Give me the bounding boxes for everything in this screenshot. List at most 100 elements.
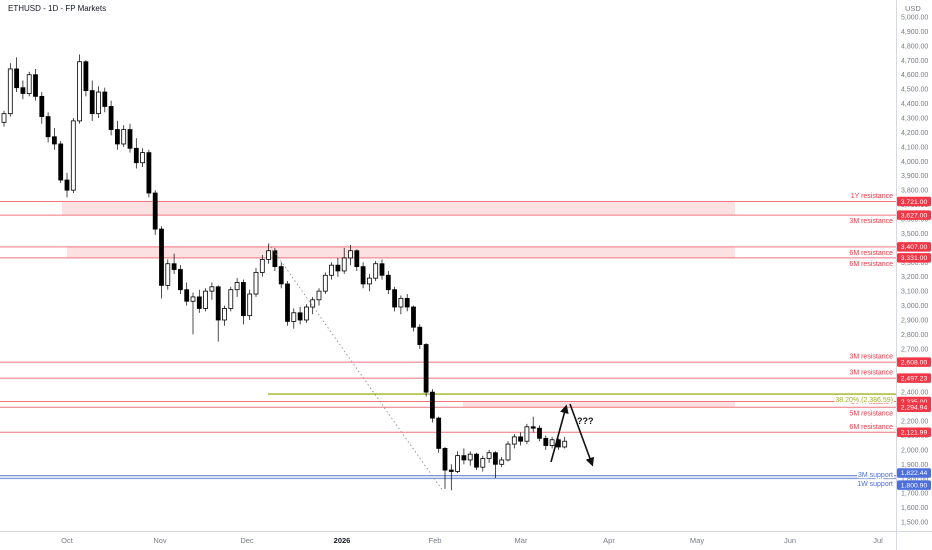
scenario-annotation[interactable]: ???: [550, 403, 595, 467]
down-arrow[interactable]: [569, 403, 595, 467]
price-tick-label: 4,400.00: [901, 101, 928, 108]
price-badge: [897, 468, 931, 478]
candle-body: [159, 228, 164, 286]
candle-body: [140, 152, 146, 164]
candle-body: [442, 448, 448, 471]
candle-body: [492, 452, 498, 465]
question-marks-label: ???: [577, 416, 594, 426]
candle-body: [436, 417, 442, 449]
candle-body: [455, 455, 461, 472]
price-tick-label: 3,100.00: [901, 289, 928, 296]
price-tick-label: 2,200.00: [901, 419, 928, 426]
candle-body: [228, 289, 234, 309]
price-tick-label: 1,800.00: [901, 476, 928, 483]
candle-body: [26, 74, 32, 94]
price-badges-layer: 3,721.00 3,627.00 3,407.00 3,331.00 2,335.00…: [897, 196, 931, 490]
candle-body: [222, 308, 227, 321]
candle-body: [33, 74, 38, 97]
candles-layer: [1, 54, 568, 491]
candle-body: [247, 293, 253, 317]
candle-body: [303, 306, 309, 321]
candle-body: [146, 152, 152, 194]
price-badge: [897, 253, 931, 263]
candle-body: [83, 61, 89, 91]
time-label: Nov: [153, 536, 167, 545]
price-tick-label: 2,700.00: [901, 346, 928, 353]
level-labels-layer: 1Y resistance 3M resistance 6M resistance 6…: [834, 192, 894, 489]
candle-body: [190, 296, 196, 302]
candle-body: [499, 459, 505, 465]
level-label: 6M resistance: [849, 424, 893, 431]
currency-label: USD: [905, 4, 921, 13]
price-badge: [897, 480, 931, 490]
price-badge-value: 3,407.00: [901, 244, 928, 251]
candle-body: [354, 250, 360, 268]
resistance-zone-fill: [62, 201, 735, 216]
candle-body: [77, 61, 82, 122]
price-tick-label: 3,200.00: [901, 274, 928, 281]
candle-body: [203, 290, 209, 309]
support-zone-fill: [0, 475, 896, 479]
level-label: 3M resistance: [849, 218, 893, 225]
up-arrow[interactable]: [550, 404, 569, 463]
candle-body: [14, 68, 20, 89]
candle-body: [385, 274, 391, 291]
price-tick-label: 4,100.00: [901, 144, 928, 151]
time-label: Jul: [873, 536, 883, 545]
candle-body: [518, 436, 523, 442]
candle-body: [259, 258, 265, 273]
candle-body: [1, 113, 7, 123]
time-label: May: [690, 536, 704, 545]
time-axis[interactable]: Oct Nov Dec 2026 Feb Mar Apr May Jun Jul: [61, 536, 883, 545]
price-tick-label: 2,400.00: [901, 390, 928, 397]
price-badge: [897, 242, 931, 252]
candle-body: [474, 453, 479, 468]
price-tick-label: 4,900.00: [901, 29, 928, 36]
price-tick-label: 4,000.00: [901, 159, 928, 166]
candle-body: [278, 266, 284, 285]
candle-body: [562, 440, 568, 448]
price-badge: [897, 357, 931, 367]
candle-body: [480, 458, 486, 468]
candle-body: [58, 143, 64, 181]
candle-body: [348, 250, 353, 259]
candle-body: [360, 266, 366, 285]
price-badge-value: 2,294.94: [901, 405, 928, 412]
level-label: 6M resistance: [849, 261, 893, 268]
price-badge-value: 2,497.23: [901, 375, 928, 382]
time-label: Jun: [784, 536, 796, 545]
time-label: Oct: [61, 536, 74, 545]
price-tick-label: 5,000.00: [901, 15, 928, 22]
price-badge: [897, 402, 931, 413]
price-axis[interactable]: USD 5,000.00 4,900.00 4,800.00 4,700.00 4,600…: [901, 4, 928, 527]
level-label: 1Y resistance: [851, 193, 893, 200]
price-tick-label: 4,200.00: [901, 130, 928, 137]
candle-body: [64, 179, 70, 191]
candle-body: [45, 116, 51, 138]
price-tick-label: 3,900.00: [901, 173, 928, 180]
candle-body: [133, 147, 139, 164]
candle-body: [398, 297, 404, 308]
level-label: 5M resistance: [849, 410, 893, 417]
candle-body: [467, 453, 473, 461]
support-zone-layer: [0, 474, 896, 480]
level-label: 3M resistance: [849, 354, 893, 361]
trend-line[interactable]: [268, 243, 444, 492]
price-tick-label: 4,700.00: [901, 58, 928, 65]
price-tick-label: 2,000.00: [901, 447, 928, 454]
price-tick-label: 3,800.00: [901, 188, 928, 195]
candle-body: [52, 136, 57, 145]
price-tick-label: 3,600.00: [901, 217, 928, 224]
resistance-zone-fill: [463, 401, 735, 408]
candle-body: [209, 286, 215, 292]
level-label: 3M resistance: [849, 370, 893, 377]
candle-body: [171, 263, 177, 270]
support-label: 1W support: [857, 481, 893, 488]
candle-body: [530, 426, 536, 429]
price-tick-label: 4,600.00: [901, 72, 928, 79]
price-tick-label: 4,800.00: [901, 43, 928, 50]
candle-body: [266, 250, 272, 260]
candle-body: [165, 263, 171, 286]
resistance-zones-layer: [0, 201, 896, 433]
